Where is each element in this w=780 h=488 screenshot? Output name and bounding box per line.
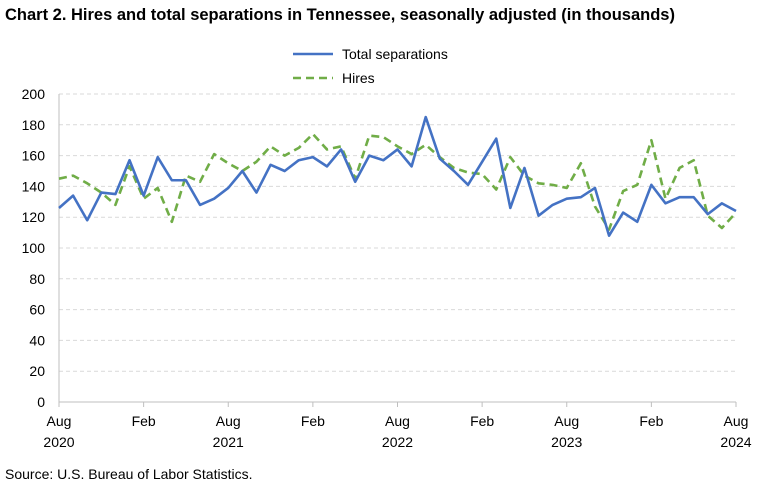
gridlines [59, 93, 736, 372]
y-tick-label: 20 [29, 363, 45, 379]
x-tick-label-month: Feb [301, 413, 325, 429]
y-tick-label: 40 [29, 332, 45, 348]
x-tick-label-month: Aug [385, 413, 410, 429]
y-tick-labels: 0 20 40 60 80 100 120 140 160 180 200 [22, 86, 46, 410]
x-tick-label-month: Feb [470, 413, 494, 429]
x-tick-label-month: Feb [132, 413, 156, 429]
x-tick-label-month: Feb [639, 413, 663, 429]
y-tick-label: 180 [22, 117, 46, 133]
x-tick-label-month: Aug [47, 413, 72, 429]
x-tick-label-month: Aug [724, 413, 749, 429]
chart-title: Chart 2. Hires and total separations in … [5, 6, 675, 24]
y-tick-label: 120 [22, 209, 46, 225]
legend: Total separations Hires [293, 46, 448, 86]
legend-label: Total separations [342, 46, 448, 62]
series-line-total-separations [58, 115, 737, 237]
x-tick-label-year: 2023 [551, 434, 582, 450]
y-tick-label: 140 [22, 178, 46, 194]
x-tick-label-year: 2022 [382, 434, 413, 450]
axes [58, 94, 737, 407]
y-tick-label: 80 [29, 271, 45, 287]
y-tick-label: 60 [29, 302, 45, 318]
x-tick-label-month: Aug [216, 413, 241, 429]
legend-label: Hires [342, 70, 375, 86]
series-line-hires [58, 132, 737, 231]
x-tick-label-year: 2021 [213, 434, 244, 450]
series-lines [58, 115, 737, 237]
source-note: Source: U.S. Bureau of Labor Statistics. [5, 466, 253, 482]
x-tick-labels: Aug 2020 Feb Aug 2021 Feb Aug 2022 Feb Aug 2023 Feb… [43, 413, 751, 450]
y-tick-label: 160 [22, 148, 46, 164]
x-tick-label-year: 2024 [720, 434, 751, 450]
y-tick-label: 200 [22, 86, 46, 102]
y-tick-label: 100 [22, 240, 46, 256]
x-tick-label-month: Aug [554, 413, 579, 429]
y-tick-label: 0 [37, 394, 45, 410]
x-tick-label-year: 2020 [43, 434, 74, 450]
